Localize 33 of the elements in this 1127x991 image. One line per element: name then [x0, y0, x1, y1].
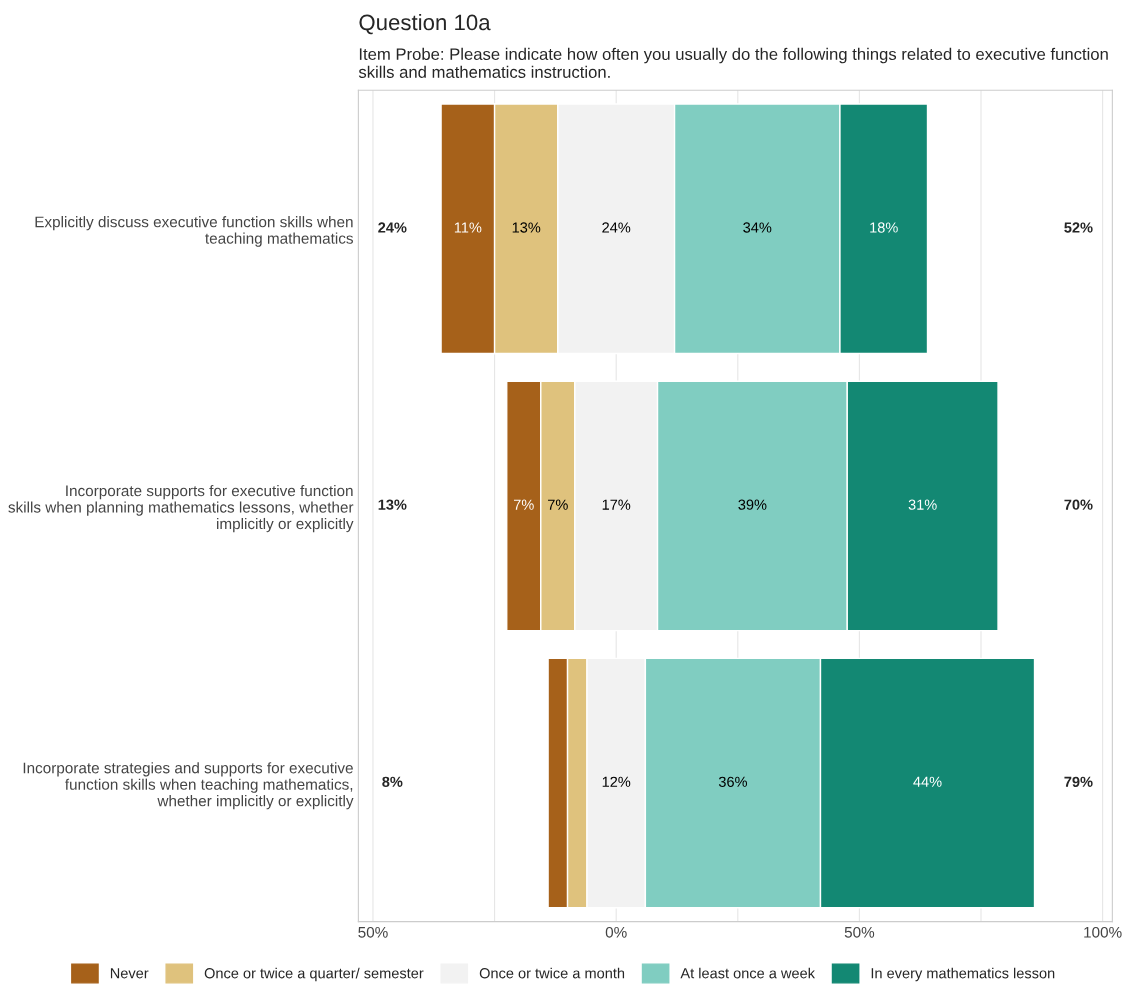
annotation: 8% [382, 776, 403, 787]
annotation: 24% [378, 222, 407, 233]
x-tick-label: 100% [1084, 926, 1122, 938]
legend-label: Never [110, 968, 149, 979]
data-label: 11% [454, 222, 482, 233]
data-label: 17% [602, 499, 631, 510]
chart-title: Question 10a [359, 13, 491, 35]
y-tick-label: Explicitly discuss executive function skills when teaching mathematics [35, 216, 353, 247]
data-label: 18% [870, 222, 898, 233]
annotation: 52% [1064, 222, 1093, 233]
data-label: 13% [512, 222, 541, 233]
data-label: 24% [602, 222, 631, 233]
data-label: 7% [548, 499, 568, 510]
data-label: 44% [913, 776, 942, 787]
data-label: 36% [718, 776, 748, 787]
legend-label: At least once a week [680, 967, 815, 979]
data-label: 39% [738, 499, 767, 510]
annotation: 79% [1064, 776, 1093, 787]
chart-subtitle: Item Probe: Please indicate how often you usually do the following things related to executive function skills and mathematics instruction. [358, 47, 1108, 78]
data-label: 7% [513, 499, 534, 510]
y-tick-label: Incorporate strategies and supports for executive function skills when teaching mathematics, whether implicitly or explicitly [23, 762, 354, 810]
data-label: 12% [602, 776, 631, 787]
annotation: 70% [1064, 499, 1093, 510]
annotation: 13% [378, 499, 407, 510]
data-label: 34% [743, 222, 772, 233]
legend-label: Once or twice a month [479, 967, 625, 979]
legend-label: Once or twice a quarter/ semester [204, 967, 424, 982]
x-tick-label: 0% [605, 926, 627, 938]
data-label: 31% [908, 499, 937, 510]
x-tick-label: 50% [358, 926, 388, 938]
legend-label: In every mathematics lesson [871, 967, 1055, 982]
y-tick-label: Incorporate supports for executive function skills when planning mathematics lessons, whether implicitly or explicitly [8, 485, 354, 533]
x-tick-label: 50% [844, 926, 875, 938]
